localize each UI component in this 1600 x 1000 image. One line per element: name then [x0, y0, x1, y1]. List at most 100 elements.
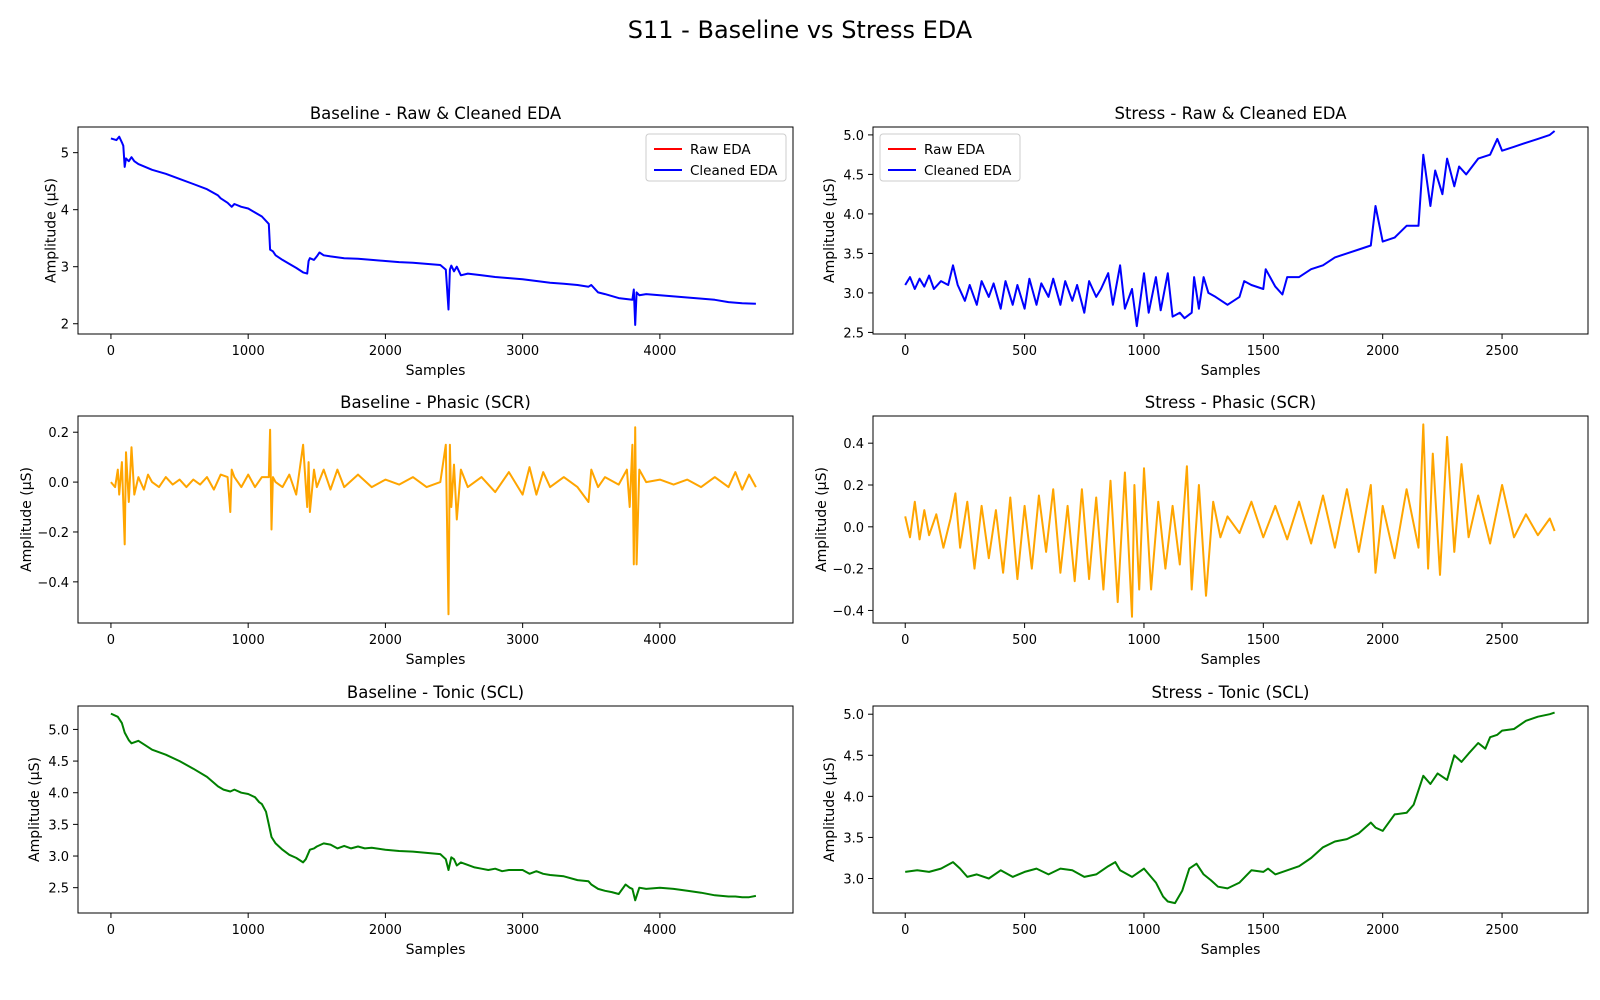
x-tick-label: 2000: [369, 344, 402, 359]
y-tick-label: 0.2: [843, 479, 864, 494]
series-line-cleaned-eda: [110, 135, 756, 326]
legend-label: Cleaned EDA: [690, 163, 778, 179]
y-tick-label: 3: [61, 261, 69, 276]
series-line-signal: [904, 423, 1556, 618]
y-tick-label: 4.5: [48, 755, 69, 770]
y-tick-label: 2.5: [48, 882, 69, 897]
y-tick-label: 4.0: [843, 790, 864, 805]
y-tick-label: 5.0: [48, 723, 69, 738]
series-line-signal: [905, 711, 1555, 905]
axes-frame: [872, 705, 1589, 914]
x-tick-label: 4000: [643, 923, 676, 938]
y-tick-label: 4.0: [48, 787, 69, 802]
x-tick-label: 2500: [1486, 923, 1519, 938]
x-tick-label: 1000: [1127, 344, 1160, 359]
y-tick-label: 3.5: [48, 818, 69, 833]
subplot-stress-phasic: Stress - Phasic (SCR) 0 500 1000 1500 2000 250…: [814, 393, 1589, 668]
y-tick-label: 5: [61, 147, 69, 162]
y-tick-label: 0.2: [48, 426, 69, 441]
y-tick-label: 3.5: [843, 831, 864, 846]
x-tick-label: 1000: [232, 923, 265, 938]
axes-frame: [872, 415, 1589, 624]
y-tick-label: 2: [61, 318, 69, 333]
x-tick-label: 2500: [1486, 344, 1519, 359]
y-tick-label: 4.5: [843, 749, 864, 764]
y-tick-label: 2.5: [843, 326, 864, 341]
x-tick-label: 0: [901, 923, 909, 938]
subplot-title: Baseline - Phasic (SCR): [340, 393, 531, 412]
x-axis-label: Samples: [406, 652, 466, 668]
y-axis-label: Amplitude (µS): [814, 467, 830, 572]
subplot-stress-tonic: Stress - Tonic (SCL) 0 500 1000 1500 2000 2500…: [822, 683, 1589, 958]
y-tick-label: 4.0: [843, 208, 864, 223]
axes-frame: [872, 126, 1589, 335]
y-tick-label: 4.5: [843, 168, 864, 183]
x-axis-label: Samples: [406, 942, 466, 958]
x-axis-label: Samples: [1201, 363, 1261, 379]
y-tick-label: 5.0: [843, 129, 864, 144]
x-tick-label: 1000: [232, 633, 265, 648]
subplot-title: Baseline - Tonic (SCL): [347, 683, 524, 702]
y-tick-label: −0.2: [832, 563, 864, 578]
legend: Raw EDA Cleaned EDA: [879, 133, 1021, 182]
y-tick-label: 4: [61, 204, 69, 219]
y-tick-label: −0.4: [37, 576, 69, 591]
x-tick-label: 0: [107, 633, 115, 648]
x-tick-label: 2000: [1366, 633, 1399, 648]
x-tick-label: 3000: [506, 344, 539, 359]
y-tick-label: 0.0: [843, 521, 864, 536]
x-tick-label: 3000: [506, 923, 539, 938]
x-tick-label: 4000: [643, 633, 676, 648]
x-tick-label: 500: [1012, 344, 1037, 359]
x-tick-label: 0: [901, 633, 909, 648]
legend-label: Cleaned EDA: [924, 163, 1012, 179]
legend-label: Raw EDA: [690, 142, 751, 158]
subplot-baseline-raw: Baseline - Raw & Cleaned EDA 0 1000 2000 300…: [44, 104, 794, 379]
x-tick-label: 3000: [506, 633, 539, 648]
x-tick-label: 4000: [643, 344, 676, 359]
y-tick-label: 3.5: [843, 247, 864, 262]
subplot-title: Baseline - Raw & Cleaned EDA: [310, 104, 562, 123]
x-tick-label: 0: [901, 344, 909, 359]
subplot-title: Stress - Phasic (SCR): [1145, 393, 1317, 412]
y-tick-label: −0.2: [37, 526, 69, 541]
x-tick-label: 2000: [1366, 344, 1399, 359]
legend-label: Raw EDA: [924, 142, 985, 158]
y-tick-label: 0.0: [48, 476, 69, 491]
y-axis-label: Amplitude (µS): [822, 757, 838, 862]
series-line-signal: [110, 426, 757, 616]
x-tick-label: 0: [107, 344, 115, 359]
x-tick-label: 1000: [1127, 633, 1160, 648]
subplot-baseline-phasic: Baseline - Phasic (SCR) 0 1000 2000 3000 4000…: [19, 393, 794, 668]
x-tick-label: 1500: [1247, 633, 1280, 648]
figure-title: S11 - Baseline vs Stress EDA: [628, 16, 973, 44]
x-tick-label: 1000: [1127, 923, 1160, 938]
x-axis-label: Samples: [406, 363, 466, 379]
x-tick-label: 0: [107, 923, 115, 938]
series-line-cleaned-eda: [904, 130, 1556, 328]
x-tick-label: 2000: [1366, 923, 1399, 938]
x-tick-label: 1500: [1247, 923, 1280, 938]
y-tick-label: 3.0: [843, 873, 864, 888]
subplot-stress-raw: Stress - Raw & Cleaned EDA 0 500 1000 1500 20…: [822, 104, 1589, 379]
subplot-title: Stress - Raw & Cleaned EDA: [1114, 104, 1347, 123]
axes-frame: [77, 415, 794, 624]
x-tick-label: 500: [1012, 633, 1037, 648]
y-axis-label: Amplitude (µS): [19, 467, 35, 572]
axes-frame: [77, 705, 794, 914]
x-tick-label: 2000: [369, 923, 402, 938]
y-tick-label: −0.4: [832, 604, 864, 619]
subplot-title: Stress - Tonic (SCL): [1152, 683, 1310, 702]
y-tick-label: 3.0: [843, 287, 864, 302]
y-tick-label: 5.0: [843, 708, 864, 723]
x-tick-label: 2000: [369, 633, 402, 648]
x-axis-label: Samples: [1201, 652, 1261, 668]
y-axis-label: Amplitude (µS): [27, 757, 43, 862]
series-line-signal: [110, 712, 757, 902]
y-tick-label: 3.0: [48, 850, 69, 865]
subplot-baseline-tonic: Baseline - Tonic (SCL) 0 1000 2000 3000 4000 2…: [27, 683, 794, 958]
x-tick-label: 500: [1012, 923, 1037, 938]
legend: Raw EDA Cleaned EDA: [645, 133, 787, 182]
